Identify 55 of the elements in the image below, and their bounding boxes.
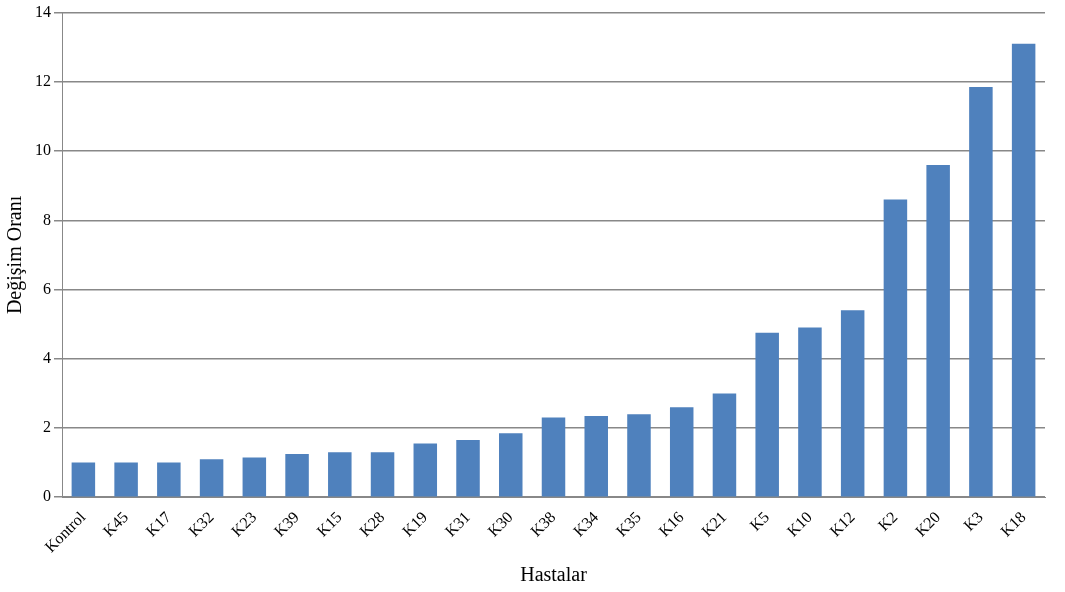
bar [242,457,267,497]
y-axis-title: Değişim Oranı [3,195,27,315]
x-tick-label: K38 [527,508,559,540]
x-tick-label: K2 [874,508,901,534]
x-tick-label: K3 [960,508,986,534]
y-tick-label: 10 [35,141,51,159]
bar [669,407,694,497]
x-tick-label: K32 [185,508,217,540]
y-tick-label: 2 [43,418,51,436]
x-tick-label: K15 [313,508,345,540]
x-tick-label: K31 [441,508,474,540]
bar [456,440,480,497]
bar [157,462,181,497]
bar [798,327,822,497]
x-tick-label: K20 [911,508,944,540]
bar [413,443,438,497]
bar [1011,43,1036,497]
x-tick-label: K28 [356,508,388,540]
bar [926,164,950,497]
bar [199,459,224,497]
x-tick-label: K17 [142,508,174,540]
x-tick-label: K23 [227,508,260,540]
bar [755,332,779,497]
x-tick-label: K30 [484,508,516,540]
bar [541,417,566,497]
y-tick-label: 0 [43,487,51,505]
bar [285,453,309,497]
bar [712,393,737,497]
bar [114,462,138,497]
x-tick-label: K34 [569,508,602,540]
bar [584,415,608,497]
x-tick-label: K21 [698,508,730,540]
bar [883,199,908,497]
x-tick-label: K18 [997,508,1029,540]
x-tick-label: K45 [99,508,132,540]
bar [969,87,993,497]
x-tick-label: K16 [655,508,687,540]
x-axis-title: Hastalar [520,563,588,586]
y-tick-label: 6 [43,279,51,297]
bar [328,452,352,497]
x-tick-label: K39 [270,508,303,540]
x-tick-label: K12 [826,508,858,540]
y-tick-label: 4 [43,348,51,366]
bar [370,452,395,497]
x-tick-label: K35 [612,508,645,540]
x-tick-label: K10 [783,508,816,540]
bar [71,462,96,497]
y-tick-label: 8 [43,210,51,228]
bar [627,414,651,497]
x-tick-label: K5 [746,508,773,534]
y-tick-label: 12 [35,72,51,90]
bar [499,433,523,497]
x-tick-label: K19 [398,508,431,540]
y-tick-label: 14 [35,2,51,20]
bar [840,310,865,497]
